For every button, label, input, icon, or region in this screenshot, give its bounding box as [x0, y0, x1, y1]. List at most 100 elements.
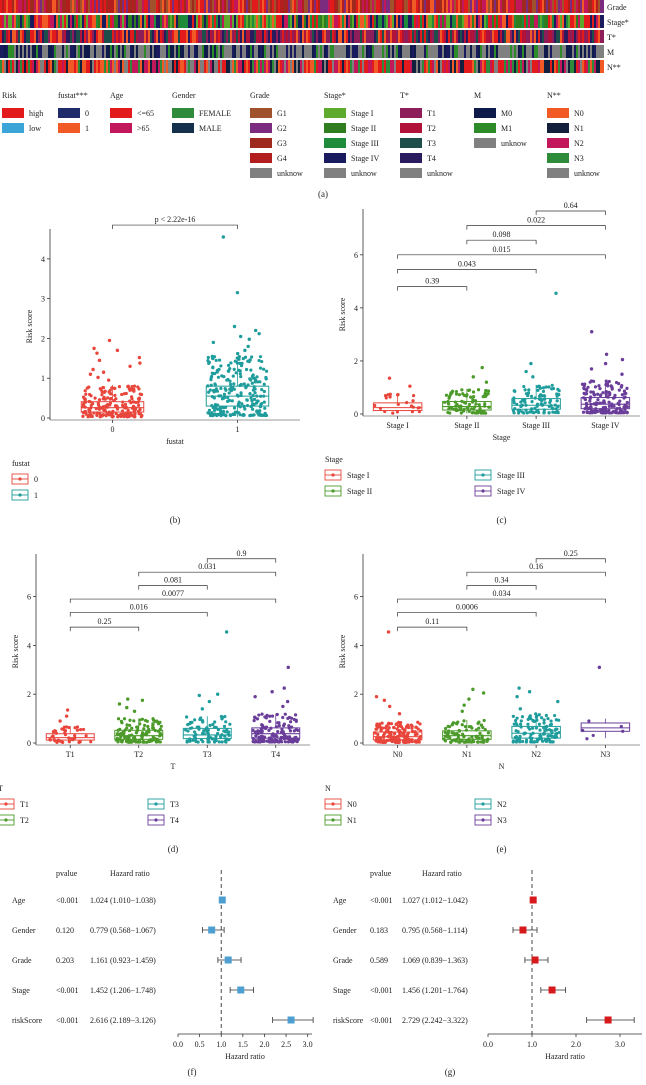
- heatmap-cell: [454, 0, 456, 13]
- heatmap-cell: [12, 30, 14, 43]
- data-point: [255, 409, 259, 413]
- heatmap-cell: [464, 0, 466, 13]
- bracket-line: [466, 571, 606, 577]
- heatmap-cell: [66, 0, 68, 13]
- heatmap-cell: [226, 60, 228, 73]
- legend-key-dot: [154, 802, 158, 806]
- p-value-label: 0.015: [493, 245, 511, 254]
- heatmap-cell: [306, 15, 308, 28]
- heatmap-cell: [222, 45, 224, 58]
- data-point: [84, 392, 88, 396]
- heatmap-cell: [488, 15, 490, 28]
- heatmap-cell: [174, 60, 176, 73]
- data-point: [515, 716, 519, 720]
- heatmap-cell: [430, 0, 432, 13]
- heatmap-cell: [414, 45, 416, 58]
- heatmap-cell: [252, 60, 254, 73]
- heatmap-cell: [170, 0, 172, 13]
- heatmap-cell: [32, 45, 34, 58]
- heatmap-cell: [414, 30, 416, 43]
- data-point: [257, 713, 261, 717]
- data-point: [122, 730, 126, 734]
- heatmap-cell: [298, 0, 300, 13]
- heatmap-cell: [444, 15, 446, 28]
- heatmap-cell: [86, 0, 88, 13]
- heatmap-cell: [60, 0, 62, 13]
- heatmap-cell: [42, 15, 44, 28]
- data-point: [454, 404, 458, 408]
- heatmap-cell: [442, 0, 444, 13]
- data-point: [480, 410, 484, 414]
- data-point: [602, 399, 606, 403]
- heatmap-cell: [466, 60, 468, 73]
- data-point: [527, 388, 531, 392]
- data-point: [263, 412, 267, 416]
- heatmap-cell: [144, 60, 146, 73]
- heatmap-cell: [304, 30, 306, 43]
- heatmap-cell: [522, 0, 524, 13]
- heatmap-cell: [126, 15, 128, 28]
- legend-key-dot: [331, 473, 335, 477]
- forest-row-label: Stage: [333, 986, 351, 995]
- heatmap-cell: [34, 0, 36, 13]
- heatmap-cell: [128, 45, 130, 58]
- heatmap-cell: [272, 15, 274, 28]
- heatmap-cell: [564, 15, 566, 28]
- heatmap-cell: [286, 0, 288, 13]
- heatmap-cell: [212, 15, 214, 28]
- data-point: [594, 410, 598, 414]
- heatmap-cell: [296, 0, 298, 13]
- outlier-point: [137, 355, 142, 360]
- heatmap-cell: [570, 0, 572, 13]
- data-point: [242, 382, 246, 386]
- heatmap-cell: [324, 45, 326, 58]
- comparison-bracket: [397, 598, 606, 604]
- heatmap-cell: [350, 0, 352, 13]
- heatmap-cell: [202, 15, 204, 28]
- forest-pvalue: <0.001: [370, 1016, 393, 1025]
- x-tick-label: N3: [600, 750, 610, 759]
- heatmap-cell: [374, 30, 376, 43]
- heatmap-cell: [364, 45, 366, 58]
- heatmap-cell: [108, 15, 110, 28]
- data-point: [283, 712, 287, 716]
- data-point: [280, 727, 284, 731]
- heatmap-cell: [24, 45, 26, 58]
- data-point: [87, 385, 91, 389]
- heatmap-cell: [426, 15, 428, 28]
- heatmap-cell: [460, 45, 462, 58]
- heatmap-cell: [392, 45, 394, 58]
- data-point: [384, 724, 389, 728]
- forest-hr-text: 2.729 (2.242−3.322): [402, 1016, 468, 1025]
- legend-swatch: [250, 168, 272, 178]
- heatmap-cell: [282, 15, 284, 28]
- heatmap-cell: [586, 60, 588, 73]
- data-point: [417, 736, 422, 741]
- x-tick-label: 2.5: [281, 1040, 291, 1049]
- data-point: [283, 740, 288, 744]
- heatmap-cell: [114, 0, 116, 13]
- heatmap-cell: [144, 15, 146, 28]
- heatmap-cell: [552, 0, 554, 13]
- y-axis-label: Risk score: [338, 634, 347, 668]
- heatmap-cell: [456, 60, 458, 73]
- outlier-point: [117, 702, 122, 706]
- heatmap-cell: [220, 60, 222, 73]
- heatmap-cell: [598, 45, 600, 58]
- heatmap-cell: [262, 0, 264, 13]
- x-axis-label: T: [171, 762, 176, 771]
- legend-swatch: [474, 138, 496, 148]
- heatmap-cell: [418, 60, 420, 73]
- data-point: [532, 740, 536, 744]
- heatmap-cell: [0, 30, 2, 43]
- heatmap-cell: [398, 30, 400, 43]
- heatmap-cell: [502, 60, 504, 73]
- heatmap-cell: [166, 45, 168, 58]
- heatmap-cell: [228, 0, 230, 13]
- comparison-bracket: [397, 269, 537, 274]
- heatmap-cell: [326, 30, 328, 43]
- legend-label: Stage I: [347, 471, 370, 480]
- heatmap-cell: [250, 15, 252, 28]
- heatmap-cell: [92, 30, 94, 43]
- heatmap-cell: [356, 0, 358, 13]
